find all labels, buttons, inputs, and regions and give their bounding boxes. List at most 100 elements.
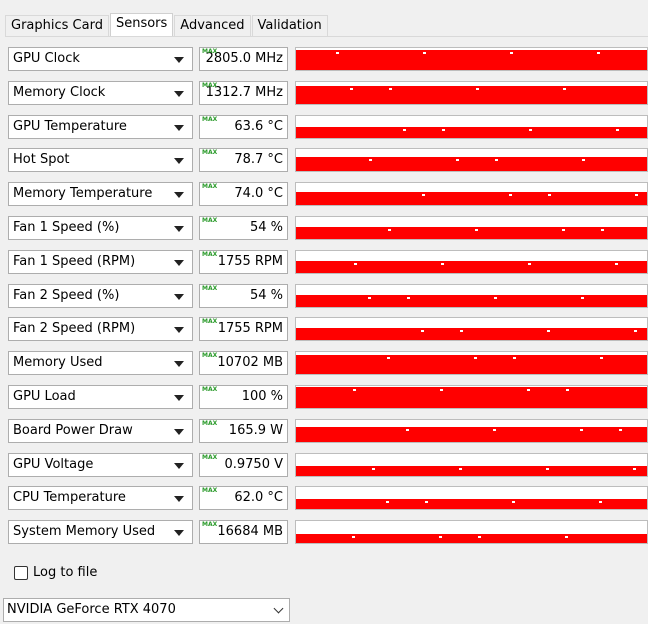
sensor-name: GPU Voltage (13, 457, 94, 472)
tab-graphics-card[interactable]: Graphics Card (5, 15, 109, 36)
sensor-name: Memory Clock (13, 85, 106, 100)
sensor-graph-gap (478, 536, 481, 538)
sensor-value-text: 100 % (241, 389, 283, 404)
sensor-graph-gap (615, 263, 618, 265)
max-badge: MAX (202, 251, 218, 258)
sensor-row: GPU Load MAX 100 % (8, 385, 648, 411)
sensor-name: Memory Temperature (13, 186, 153, 201)
sensor-select[interactable]: Hot Spot (8, 148, 193, 172)
sensor-graph-gap (406, 429, 409, 431)
sensor-select[interactable]: Fan 1 Speed (RPM) (8, 250, 193, 274)
max-badge: MAX (202, 217, 218, 224)
dropdown-arrow-icon (174, 57, 184, 63)
sensor-name: Fan 2 Speed (%) (13, 288, 120, 303)
sensor-graph-gap (619, 429, 622, 431)
sensor-graph-gap (336, 52, 339, 54)
sensor-name: Memory Used (13, 355, 103, 370)
sensor-graph (295, 284, 648, 308)
tab-advanced[interactable]: Advanced (174, 15, 251, 36)
sensor-value: MAX 1312.7 MHz (199, 81, 288, 105)
sensor-graph-gap (510, 52, 513, 54)
sensor-graph-bar (296, 86, 647, 104)
device-select[interactable]: NVIDIA GeForce RTX 4070 (3, 598, 290, 622)
sensor-select[interactable]: Fan 1 Speed (%) (8, 216, 193, 240)
dropdown-arrow-icon (174, 463, 184, 469)
sensor-select[interactable]: Fan 2 Speed (RPM) (8, 317, 193, 341)
sensor-graph (295, 216, 648, 240)
dropdown-arrow-icon (174, 91, 184, 97)
sensor-row: Fan 2 Speed (RPM) MAX 1755 RPM (8, 317, 648, 343)
sensor-value: MAX 62.0 °C (199, 486, 288, 510)
sensor-graph-gap (403, 129, 406, 131)
sensor-graph-gap (580, 429, 583, 431)
max-badge: MAX (202, 454, 218, 461)
sensor-graph-gap (476, 88, 479, 90)
sensor-graph-bar (296, 127, 647, 138)
sensor-value-text: 0.9750 V (224, 457, 283, 472)
sensor-name: Board Power Draw (13, 423, 133, 438)
sensor-graph-bar (296, 50, 647, 70)
sensor-select[interactable]: Memory Clock (8, 81, 193, 105)
sensor-select[interactable]: GPU Load (8, 385, 193, 409)
sensor-graph-gap (389, 88, 392, 90)
sensor-value-text: 54 % (249, 288, 283, 303)
tab-sensors[interactable]: Sensors (109, 13, 174, 36)
sensor-graph-gap (493, 429, 496, 431)
sensor-select[interactable]: GPU Clock (8, 47, 193, 71)
sensor-value: MAX 16684 MB (199, 520, 288, 544)
log-to-file-checkbox[interactable] (14, 565, 28, 580)
max-badge: MAX (202, 285, 218, 292)
sensor-select[interactable]: Fan 2 Speed (%) (8, 284, 193, 308)
sensor-graph-bar (296, 261, 647, 273)
sensor-graph-gap (387, 357, 390, 359)
max-badge: MAX (202, 420, 218, 427)
sensor-select[interactable]: System Memory Used (8, 520, 193, 544)
sensor-select[interactable]: GPU Voltage (8, 453, 193, 477)
sensor-graph-bar (296, 534, 647, 543)
sensor-graph (295, 115, 648, 139)
sensor-row: Fan 1 Speed (RPM) MAX 1755 RPM (8, 250, 648, 276)
sensor-graph (295, 182, 648, 206)
sensor-name: GPU Temperature (13, 119, 127, 134)
dropdown-arrow-icon (174, 327, 184, 333)
sensor-value: MAX 100 % (199, 385, 288, 409)
sensor-graph-gap (597, 52, 600, 54)
sensor-value-text: 16684 MB (217, 524, 283, 539)
sensor-row: Memory Temperature MAX 74.0 °C (8, 182, 648, 208)
sensor-row: Hot Spot MAX 78.7 °C (8, 148, 648, 174)
sensor-row: Memory Clock MAX 1312.7 MHz (8, 81, 648, 107)
max-badge: MAX (202, 521, 218, 528)
sensor-select[interactable]: Memory Used (8, 351, 193, 375)
sensor-graph-gap (440, 389, 443, 391)
sensor-graph-gap (460, 330, 463, 332)
sensor-graph-gap (634, 330, 637, 332)
tab-validation[interactable]: Validation (251, 15, 328, 36)
max-badge: MAX (202, 487, 218, 494)
sensor-value: MAX 78.7 °C (199, 148, 288, 172)
sensor-value: MAX 74.0 °C (199, 182, 288, 206)
sensor-select[interactable]: Board Power Draw (8, 419, 193, 443)
sensor-graph-gap (456, 159, 459, 161)
max-badge: MAX (202, 149, 218, 156)
sensor-graph-gap (599, 501, 602, 503)
sensor-row: CPU Temperature MAX 62.0 °C (8, 486, 648, 512)
dropdown-arrow-icon (174, 294, 184, 300)
sensor-value: MAX 54 % (199, 216, 288, 240)
sensor-graph-gap (421, 330, 424, 332)
sensor-value-text: 1755 RPM (217, 321, 283, 336)
log-to-file[interactable]: Log to file (14, 565, 97, 580)
sensor-select[interactable]: Memory Temperature (8, 182, 193, 206)
sensor-graph-bar (296, 328, 647, 340)
sensor-graph-gap (566, 389, 569, 391)
sensor-graph-gap (562, 229, 565, 231)
sensor-select[interactable]: CPU Temperature (8, 486, 193, 510)
sensor-select[interactable]: GPU Temperature (8, 115, 193, 139)
sensor-graph (295, 250, 648, 274)
sensor-graph (295, 81, 648, 105)
sensor-row: GPU Temperature MAX 63.6 °C (8, 115, 648, 141)
sensor-value-text: 74.0 °C (234, 186, 283, 201)
sensor-value-text: 1755 RPM (217, 254, 283, 269)
sensor-name: Fan 1 Speed (RPM) (13, 254, 136, 269)
sensor-value-text: 78.7 °C (234, 152, 283, 167)
sensor-graph-bar (296, 295, 647, 307)
